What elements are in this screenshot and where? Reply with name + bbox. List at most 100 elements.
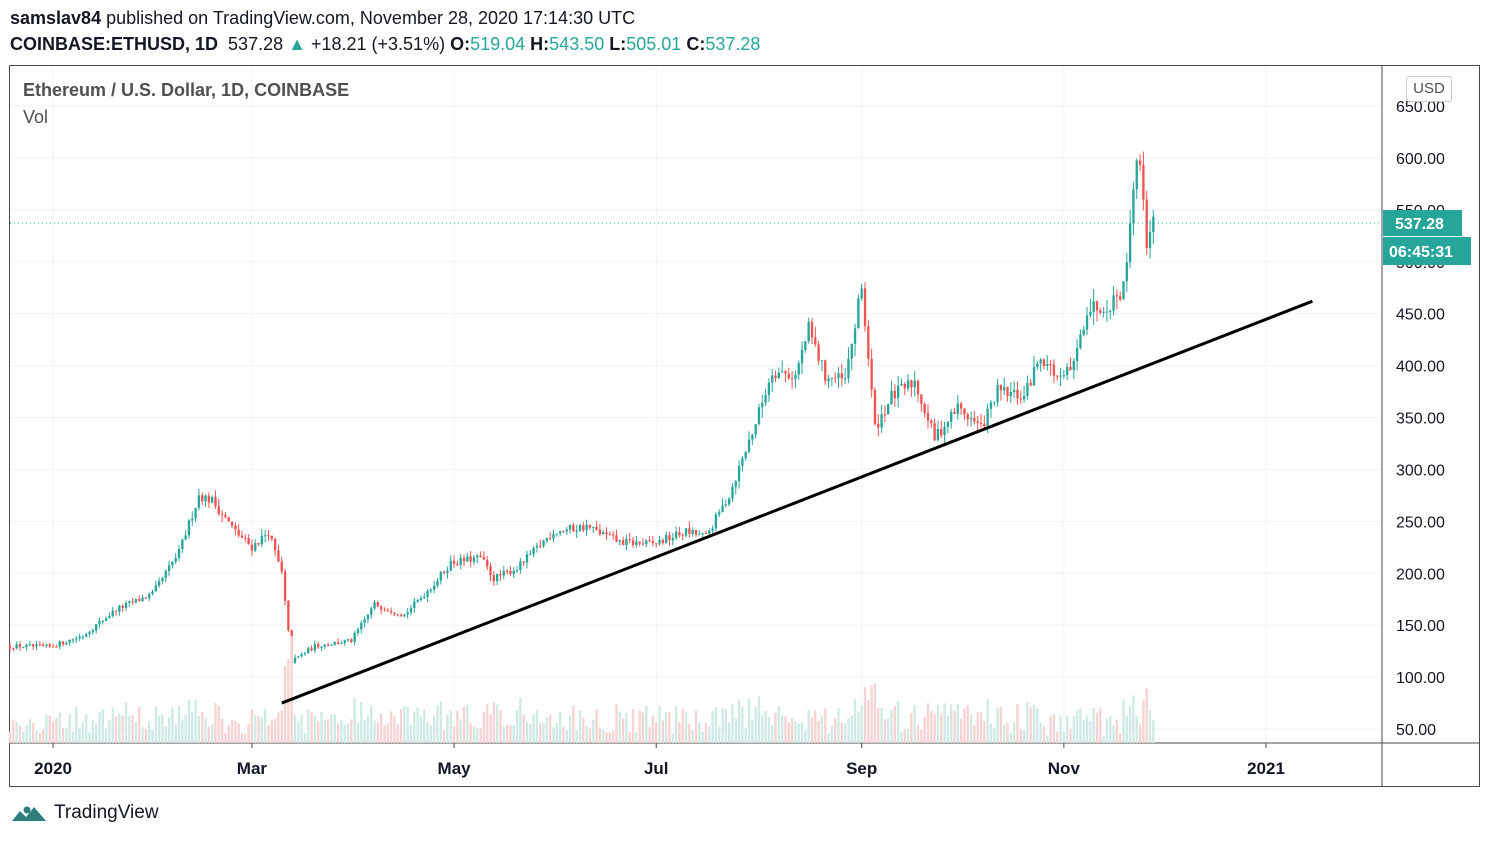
volume-bar	[953, 710, 956, 743]
candle-body	[814, 337, 817, 345]
candle-body	[718, 512, 721, 515]
candle-body	[549, 538, 552, 540]
candle-body	[204, 495, 207, 502]
candle-body	[973, 418, 976, 422]
candle-body	[1092, 301, 1095, 312]
volume-bar	[983, 720, 986, 743]
candle-body	[896, 385, 900, 399]
candle-body	[989, 402, 993, 409]
candle-body	[777, 372, 781, 379]
candle-body	[714, 514, 718, 529]
volume-bar	[320, 711, 323, 743]
candle-body	[1036, 363, 1039, 368]
y-tick-label: 650.00	[1396, 99, 1445, 116]
volume-bar	[452, 726, 456, 743]
candle-body	[950, 411, 953, 422]
y-tick-label: 100.00	[1396, 670, 1445, 687]
volume-bar	[936, 705, 940, 743]
candle-body	[210, 496, 214, 503]
candle-body	[635, 541, 638, 546]
candle-body	[58, 641, 61, 647]
candle-body	[502, 570, 505, 576]
candle-body	[999, 385, 1003, 391]
footer-brand[interactable]: TradingView	[10, 801, 159, 825]
volume-bar	[18, 725, 22, 743]
volume-bar	[923, 716, 926, 743]
volume-bar	[91, 720, 95, 743]
volume-bar	[313, 715, 317, 743]
volume-bar	[1089, 720, 1092, 743]
candle-body	[1049, 364, 1052, 366]
candle-body	[595, 526, 598, 530]
volume-bar	[575, 730, 578, 743]
volume-bar	[264, 708, 267, 743]
volume-bar	[870, 685, 873, 743]
candle-body	[631, 540, 635, 546]
volume-bar	[757, 696, 761, 743]
candle-body	[380, 606, 383, 610]
candle-body	[522, 561, 525, 563]
volume-bar	[210, 724, 214, 743]
candle-body	[1142, 164, 1145, 200]
candle-body	[356, 629, 360, 634]
volume-bar	[406, 706, 409, 743]
volume-bar	[157, 715, 161, 743]
volume-bar	[549, 714, 552, 743]
volume-bar	[840, 722, 843, 743]
currency-button[interactable]: USD	[1406, 76, 1452, 102]
volume-bar	[602, 730, 605, 743]
candle-body	[138, 598, 141, 602]
volume-bar	[890, 709, 893, 743]
chart-frame[interactable]	[9, 65, 1480, 787]
volume-bar	[817, 720, 820, 743]
volume-bar	[625, 712, 628, 743]
volume-bar	[439, 701, 442, 743]
volume-bar	[857, 712, 860, 743]
volume-bar	[1072, 716, 1075, 743]
volume-bar	[883, 719, 887, 743]
volume-bar	[731, 703, 734, 743]
volume-bar	[144, 729, 148, 743]
candle-body	[1138, 160, 1142, 165]
candle-body	[1082, 329, 1085, 335]
volume-bar	[462, 706, 466, 743]
volume-bar	[78, 727, 81, 743]
volume-bar	[979, 712, 983, 743]
candle-body	[986, 408, 989, 426]
candle-body	[144, 597, 148, 599]
candle-body	[602, 532, 605, 535]
candle-body	[943, 426, 946, 436]
volume-bar	[522, 714, 525, 743]
candle-body	[655, 543, 658, 545]
candle-body	[800, 349, 804, 364]
volume-bar	[108, 720, 111, 743]
trendline[interactable]	[281, 299, 1313, 705]
candle-body	[837, 373, 840, 379]
volume-bar	[436, 705, 439, 743]
candle-body	[906, 380, 910, 389]
volume-bar	[409, 724, 413, 743]
volume-bar	[704, 722, 708, 743]
high-label: H:	[530, 34, 550, 54]
up-arrow-icon: ▲	[288, 34, 306, 54]
volume-bar	[834, 718, 837, 743]
volume-bar	[999, 706, 1003, 743]
volume-bar	[492, 702, 496, 743]
volume-bar	[495, 704, 499, 743]
candle-body	[870, 358, 873, 390]
volume-bar	[973, 724, 976, 743]
volume-bar	[1006, 722, 1009, 743]
volume-bar	[220, 718, 224, 743]
volume-bar	[1036, 708, 1039, 743]
volume-bar	[346, 723, 350, 743]
candle-body	[784, 371, 787, 374]
volume-bar	[631, 709, 635, 743]
volume-bar	[582, 718, 585, 743]
volume-bar	[227, 725, 230, 743]
candle-body	[486, 559, 489, 567]
candle-body	[558, 531, 562, 534]
candle-body	[1089, 311, 1092, 316]
candle-body	[22, 647, 25, 649]
candle-body	[1145, 199, 1148, 249]
